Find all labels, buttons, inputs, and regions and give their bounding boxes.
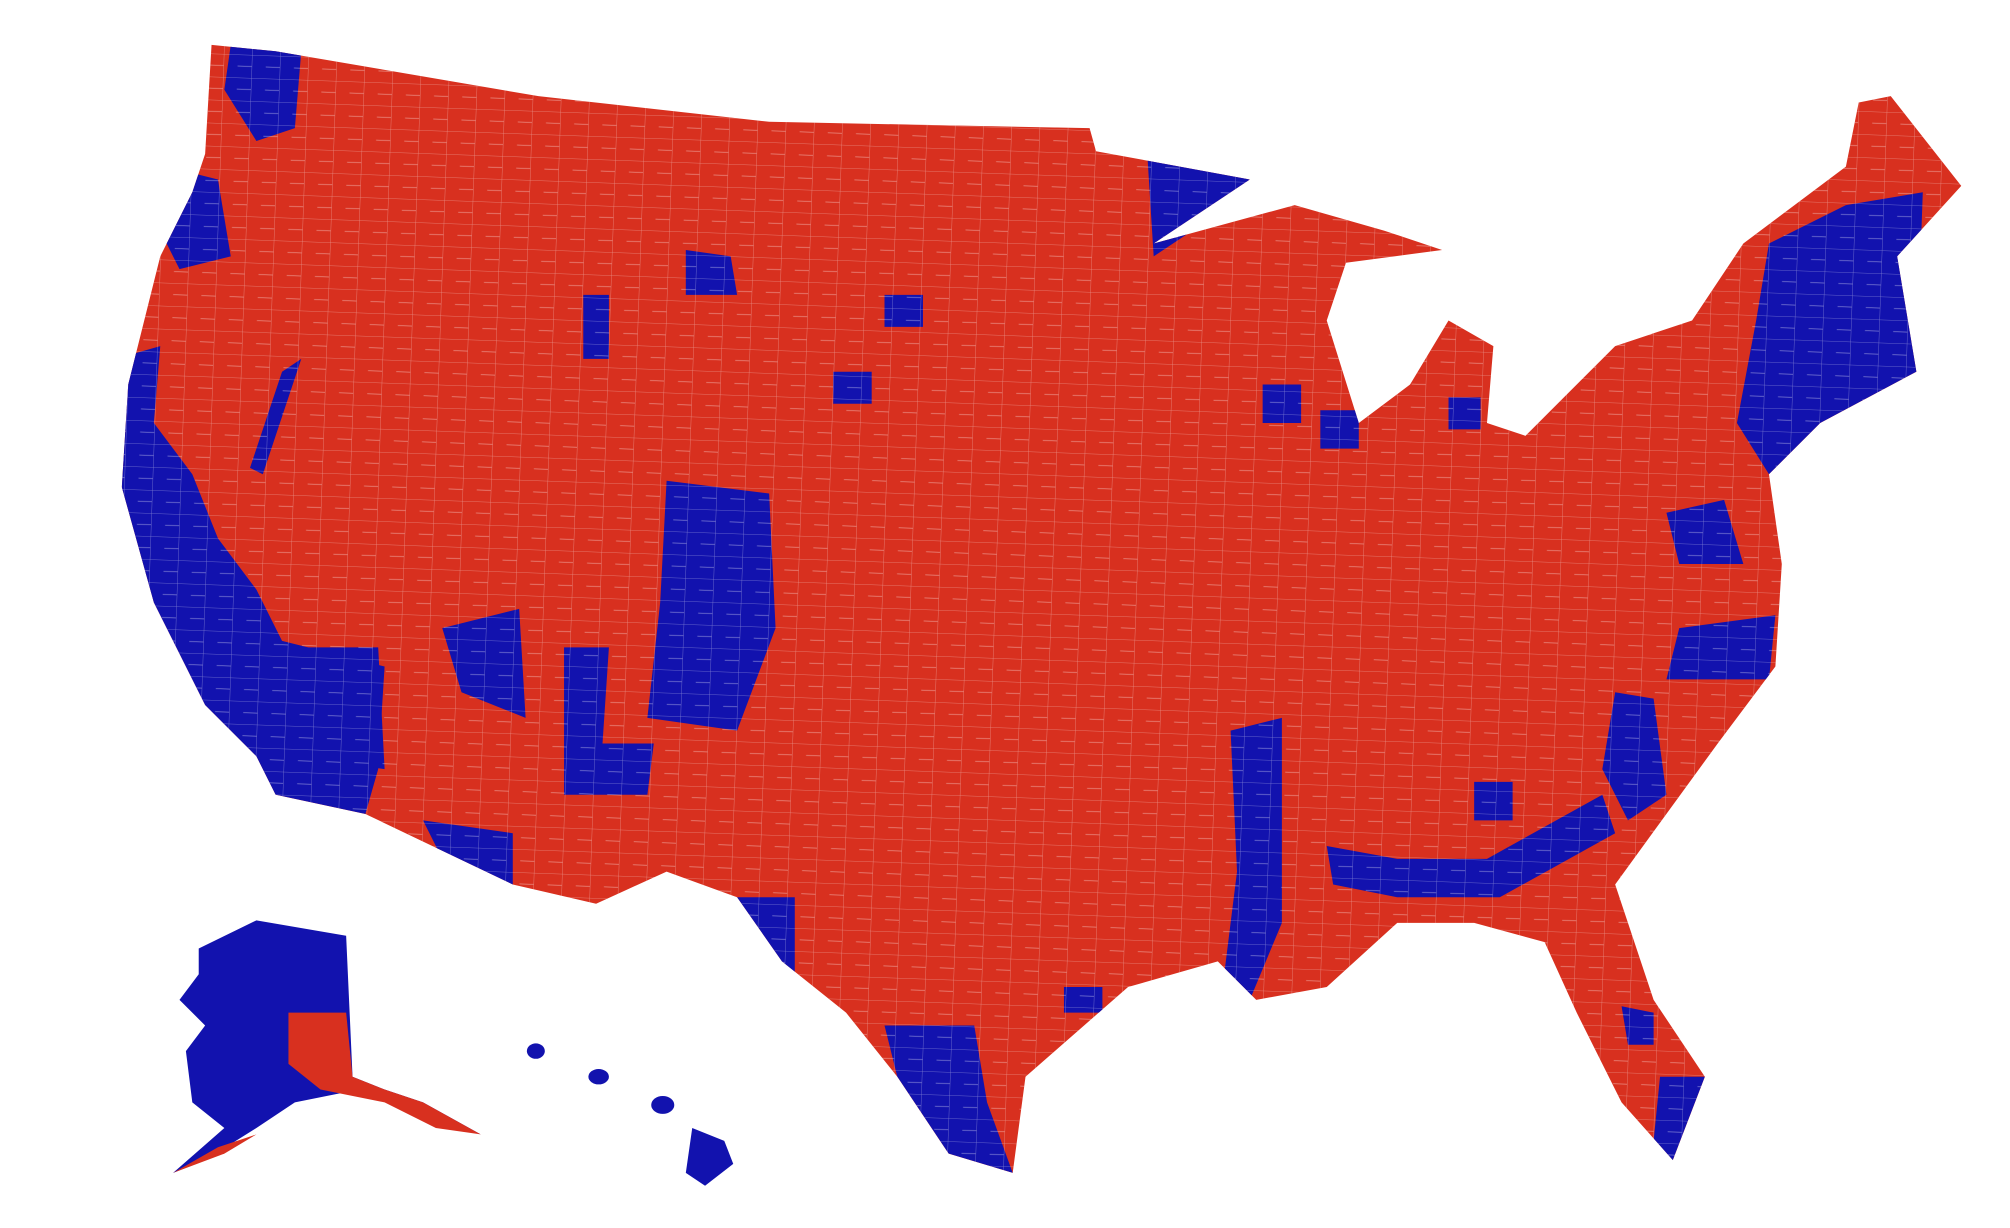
hawaii-maui <box>651 1095 675 1114</box>
alaska-southeast <box>288 1012 481 1135</box>
aleutians <box>173 1134 257 1173</box>
hawaii-kauai <box>526 1043 545 1059</box>
hawaii-big-island <box>685 1128 734 1186</box>
hawaii-oahu <box>588 1069 609 1085</box>
